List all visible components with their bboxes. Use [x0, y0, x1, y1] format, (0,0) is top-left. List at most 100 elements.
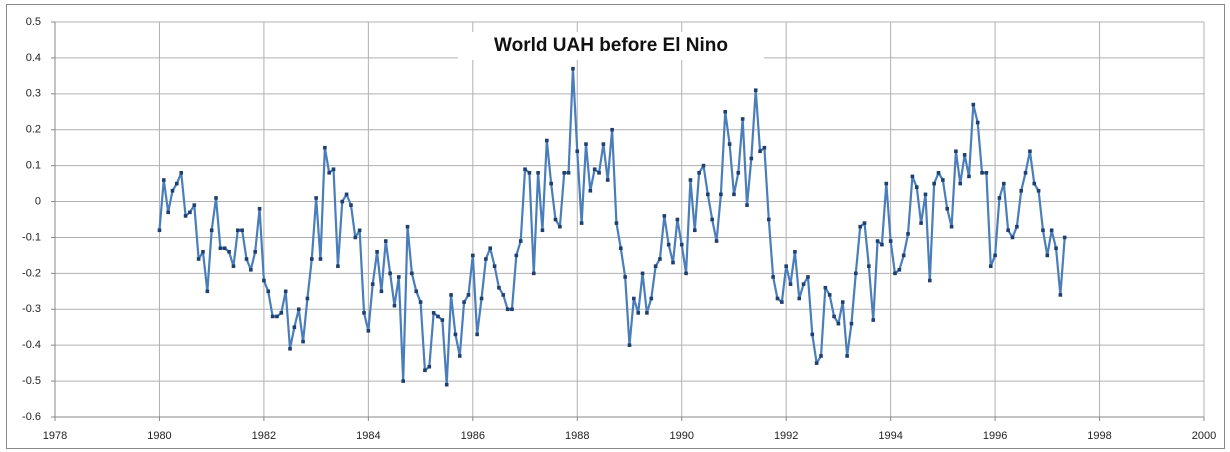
- marker: [901, 253, 906, 258]
- marker: [823, 285, 828, 290]
- marker: [249, 267, 253, 272]
- x-tick-label: 1984: [356, 430, 380, 442]
- marker: [379, 289, 384, 294]
- marker: [362, 311, 366, 315]
- marker: [666, 242, 671, 247]
- marker: [1023, 171, 1028, 175]
- marker: [858, 224, 862, 229]
- marker: [980, 171, 984, 175]
- marker: [475, 332, 479, 337]
- marker: [414, 289, 419, 294]
- marker: [740, 117, 745, 121]
- marker: [949, 224, 954, 229]
- marker: [218, 246, 223, 251]
- marker: [692, 228, 697, 233]
- marker: [1028, 149, 1032, 154]
- marker: [1015, 224, 1019, 229]
- marker: [623, 275, 627, 279]
- marker: [827, 293, 832, 297]
- x-tick-label: 2000: [1192, 430, 1216, 442]
- marker: [919, 221, 923, 225]
- marker: [945, 206, 949, 211]
- marker: [671, 260, 675, 265]
- marker: [1002, 181, 1006, 186]
- marker: [662, 214, 667, 218]
- marker: [697, 171, 701, 175]
- x-tick-label: 1982: [252, 430, 276, 442]
- y-tick-label: -0.4: [22, 339, 41, 351]
- marker: [714, 239, 719, 243]
- marker: [383, 239, 388, 243]
- y-tick-label: 0.5: [26, 16, 41, 28]
- marker: [806, 275, 810, 279]
- marker: [1049, 228, 1054, 233]
- marker: [749, 156, 754, 161]
- marker: [523, 167, 527, 172]
- marker: [845, 354, 849, 358]
- marker: [784, 264, 788, 268]
- x-tick-label: 1986: [461, 430, 485, 442]
- marker: [706, 192, 710, 197]
- marker: [514, 253, 519, 258]
- marker: [423, 368, 427, 373]
- marker: [614, 221, 619, 225]
- marker: [510, 307, 514, 312]
- marker: [862, 221, 867, 225]
- marker: [684, 271, 688, 276]
- marker: [732, 192, 736, 197]
- marker: [1036, 188, 1041, 193]
- marker: [914, 185, 919, 189]
- marker: [836, 321, 841, 326]
- marker: [840, 300, 845, 304]
- y-tick-label: 0.4: [26, 52, 41, 64]
- y-tick-label: -0.2: [22, 267, 41, 279]
- marker: [157, 228, 162, 233]
- marker: [235, 228, 240, 233]
- marker: [906, 232, 910, 236]
- marker: [301, 339, 305, 344]
- marker: [392, 303, 397, 308]
- marker: [610, 127, 614, 132]
- y-tick-label: -0.1: [22, 231, 41, 243]
- marker: [436, 314, 440, 319]
- marker: [310, 257, 314, 261]
- marker: [910, 174, 915, 179]
- marker: [161, 178, 166, 182]
- marker: [1041, 228, 1045, 233]
- marker: [431, 311, 436, 315]
- marker: [701, 163, 706, 168]
- marker: [166, 210, 170, 215]
- marker: [427, 364, 432, 369]
- marker: [253, 250, 257, 254]
- marker: [492, 264, 497, 268]
- marker: [279, 311, 284, 315]
- marker: [832, 314, 836, 319]
- marker: [175, 181, 179, 186]
- grid: -0.6 -0.5 -0.4 -0.3 -0.2 -0.1 0 0.1 0.2 0.3 0.4 0.5…: [22, 16, 1216, 442]
- chart-title: World UAH before El Nino: [494, 35, 728, 56]
- title-background: [458, 32, 764, 60]
- marker: [244, 257, 249, 261]
- marker: [601, 142, 606, 146]
- marker: [566, 171, 571, 175]
- marker: [780, 300, 784, 304]
- marker: [958, 181, 963, 186]
- marker: [788, 282, 793, 286]
- marker: [353, 235, 358, 240]
- marker: [897, 267, 902, 272]
- marker: [1010, 235, 1015, 240]
- marker: [771, 275, 775, 279]
- marker: [1062, 235, 1067, 240]
- marker: [531, 271, 536, 276]
- marker: [444, 382, 449, 387]
- marker: [170, 188, 175, 193]
- marker: [349, 203, 353, 207]
- marker: [632, 296, 636, 301]
- marker: [466, 293, 471, 297]
- marker: [875, 239, 880, 243]
- marker: [605, 178, 610, 182]
- marker: [449, 293, 453, 297]
- marker: [179, 171, 184, 175]
- marker: [971, 102, 976, 107]
